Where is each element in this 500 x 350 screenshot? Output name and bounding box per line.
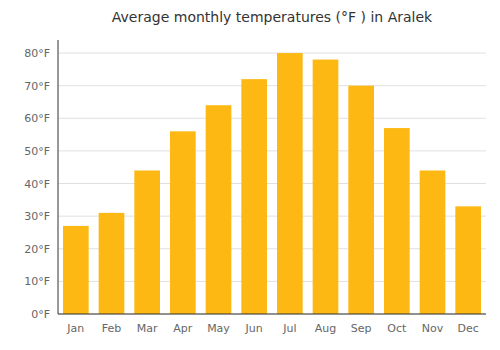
x-tick-label: Mar bbox=[137, 322, 158, 335]
bar bbox=[384, 128, 410, 314]
bar bbox=[63, 226, 89, 314]
grid-line bbox=[58, 85, 486, 86]
bar bbox=[277, 53, 303, 314]
y-tick-label: 40°F bbox=[24, 178, 50, 191]
x-tick-label: Nov bbox=[422, 322, 444, 335]
y-tick-label: 50°F bbox=[24, 145, 50, 158]
y-tick-label: 80°F bbox=[24, 47, 50, 60]
y-tick-label: 60°F bbox=[24, 112, 50, 125]
bar bbox=[134, 170, 160, 314]
x-tick-label: Dec bbox=[458, 322, 479, 335]
x-tick-label: Jul bbox=[282, 322, 296, 335]
chart: Average monthly temperatures (°F ) in Ar… bbox=[0, 0, 500, 350]
y-axis-line bbox=[58, 40, 59, 314]
bar bbox=[241, 79, 267, 314]
grid-line bbox=[58, 314, 486, 315]
x-tick-label: Sep bbox=[351, 322, 372, 335]
x-tick-label: Oct bbox=[387, 322, 407, 335]
bar bbox=[455, 206, 481, 314]
y-tick-label: 70°F bbox=[24, 80, 50, 93]
bar bbox=[313, 60, 339, 314]
x-tick-label: Jun bbox=[245, 322, 263, 335]
grid-line bbox=[58, 53, 486, 54]
bar bbox=[170, 131, 196, 314]
y-tick-label: 30°F bbox=[24, 210, 50, 223]
y-tick-label: 0°F bbox=[31, 308, 50, 321]
bar bbox=[206, 105, 232, 314]
grid bbox=[58, 53, 486, 314]
bar bbox=[348, 86, 374, 314]
x-axis-line bbox=[58, 314, 486, 315]
chart-container: Average monthly temperatures (°F ) in Ar… bbox=[0, 0, 500, 350]
bar bbox=[99, 213, 125, 314]
x-tick-label: May bbox=[207, 322, 230, 335]
grid-line bbox=[58, 118, 486, 119]
x-tick-label: Feb bbox=[102, 322, 121, 335]
y-tick-label: 10°F bbox=[24, 275, 50, 288]
x-tick-label: Apr bbox=[173, 322, 193, 335]
x-tick-label: Aug bbox=[315, 322, 336, 335]
title: Average monthly temperatures (°F ) in Ar… bbox=[112, 9, 433, 25]
y-tick-label: 20°F bbox=[24, 243, 50, 256]
grid-line bbox=[58, 150, 486, 151]
x-tick-label: Jan bbox=[66, 322, 84, 335]
bars bbox=[63, 53, 481, 314]
bar bbox=[420, 170, 446, 314]
